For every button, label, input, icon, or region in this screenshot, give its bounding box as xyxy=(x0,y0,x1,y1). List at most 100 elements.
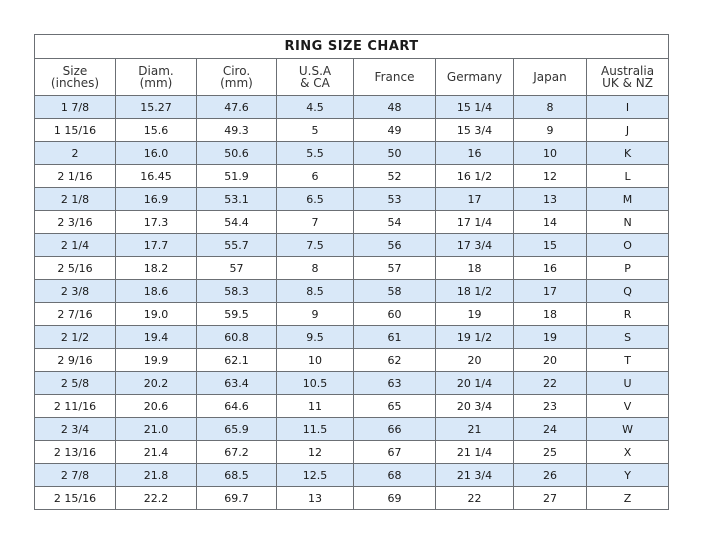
cell-size-inches: 2 7/8 xyxy=(34,463,116,487)
column-header-diameter-mm: Diam. (mm) xyxy=(115,58,197,96)
cell-size-inches: 2 3/16 xyxy=(34,210,116,234)
cell-australia-uk-nz: W xyxy=(585,417,670,441)
cell-australia-uk-nz: N xyxy=(585,210,670,234)
cell-france: 62 xyxy=(353,348,436,372)
cell-germany: 16 1/2 xyxy=(435,164,514,188)
cell-diameter-mm: 19.4 xyxy=(115,325,197,349)
cell-france: 60 xyxy=(353,302,436,326)
cell-australia-uk-nz: Q xyxy=(585,279,670,303)
cell-diameter-mm: 16.9 xyxy=(115,187,197,211)
cell-circumference-mm: 64.6 xyxy=(196,394,277,418)
cell-germany: 17 1/4 xyxy=(435,210,514,234)
cell-australia-uk-nz: O xyxy=(585,233,670,257)
cell-size-inches: 2 5/16 xyxy=(34,256,116,280)
cell-diameter-mm: 21.0 xyxy=(115,417,197,441)
cell-france: 57 xyxy=(353,256,436,280)
cell-usa-ca: 4.5 xyxy=(276,95,354,119)
cell-diameter-mm: 21.8 xyxy=(115,463,197,487)
table-row: 2 15/16 22.2 69.7 13 69 22 27 Z xyxy=(34,486,670,510)
cell-france: 48 xyxy=(353,95,436,119)
column-header-australia-uk-nz: Australia UK & NZ xyxy=(585,58,670,96)
cell-diameter-mm: 15.6 xyxy=(115,118,197,142)
cell-france: 54 xyxy=(353,210,436,234)
cell-japan: 19 xyxy=(513,325,587,349)
cell-usa-ca: 8 xyxy=(276,256,354,280)
cell-usa-ca: 13 xyxy=(276,486,354,510)
cell-circumference-mm: 62.1 xyxy=(196,348,277,372)
cell-france: 68 xyxy=(353,463,436,487)
cell-circumference-mm: 59.5 xyxy=(196,302,277,326)
cell-circumference-mm: 47.6 xyxy=(196,95,277,119)
column-header-line: Ciro. xyxy=(222,64,251,78)
cell-australia-uk-nz: T xyxy=(585,348,670,372)
cell-size-inches: 2 xyxy=(34,141,116,165)
cell-australia-uk-nz: V xyxy=(585,394,670,418)
cell-size-inches: 2 1/2 xyxy=(34,325,116,349)
cell-diameter-mm: 16.0 xyxy=(115,141,197,165)
cell-usa-ca: 8.5 xyxy=(276,279,354,303)
column-header-line: UK & NZ xyxy=(602,76,653,90)
cell-usa-ca: 10 xyxy=(276,348,354,372)
cell-japan: 9 xyxy=(513,118,587,142)
cell-japan: 14 xyxy=(513,210,587,234)
cell-germany: 16 xyxy=(435,141,514,165)
cell-diameter-mm: 18.2 xyxy=(115,256,197,280)
table-row: 2 9/16 19.9 62.1 10 62 20 20 T xyxy=(34,348,670,372)
cell-france: 52 xyxy=(353,164,436,188)
cell-circumference-mm: 54.4 xyxy=(196,210,277,234)
table-row: 2 5/16 18.2 57 8 57 18 16 P xyxy=(34,256,670,280)
cell-size-inches: 2 13/16 xyxy=(34,440,116,464)
table-row: 2 1/2 19.4 60.8 9.5 61 19 1/2 19 S xyxy=(34,325,670,349)
cell-australia-uk-nz: M xyxy=(585,187,670,211)
cell-circumference-mm: 63.4 xyxy=(196,371,277,395)
cell-germany: 21 1/4 xyxy=(435,440,514,464)
header-row: Size (inches) Diam. (mm) Ciro. (mm) U.S.A & CA F… xyxy=(34,58,670,96)
cell-size-inches: 2 9/16 xyxy=(34,348,116,372)
cell-germany: 17 xyxy=(435,187,514,211)
cell-circumference-mm: 68.5 xyxy=(196,463,277,487)
column-header-line: Japan xyxy=(533,70,567,84)
column-header-circumference-mm: Ciro. (mm) xyxy=(196,58,277,96)
column-header-line: Size xyxy=(62,64,88,78)
cell-usa-ca: 6 xyxy=(276,164,354,188)
cell-japan: 13 xyxy=(513,187,587,211)
cell-circumference-mm: 58.3 xyxy=(196,279,277,303)
column-header-line: (mm) xyxy=(139,76,173,90)
cell-australia-uk-nz: S xyxy=(585,325,670,349)
column-header-line: France xyxy=(374,70,415,84)
cell-circumference-mm: 49.3 xyxy=(196,118,277,142)
cell-germany: 20 3/4 xyxy=(435,394,514,418)
cell-japan: 20 xyxy=(513,348,587,372)
cell-france: 69 xyxy=(353,486,436,510)
cell-france: 67 xyxy=(353,440,436,464)
cell-france: 50 xyxy=(353,141,436,165)
cell-germany: 19 1/2 xyxy=(435,325,514,349)
cell-australia-uk-nz: R xyxy=(585,302,670,326)
cell-australia-uk-nz: L xyxy=(585,164,670,188)
cell-france: 63 xyxy=(353,371,436,395)
cell-size-inches: 1 7/8 xyxy=(34,95,116,119)
column-header-japan: Japan xyxy=(513,58,587,96)
cell-japan: 25 xyxy=(513,440,587,464)
cell-japan: 15 xyxy=(513,233,587,257)
cell-australia-uk-nz: X xyxy=(585,440,670,464)
cell-diameter-mm: 16.45 xyxy=(115,164,197,188)
cell-japan: 24 xyxy=(513,417,587,441)
cell-germany: 21 xyxy=(435,417,514,441)
cell-diameter-mm: 19.0 xyxy=(115,302,197,326)
cell-size-inches: 2 1/4 xyxy=(34,233,116,257)
column-header-line: Germany xyxy=(446,70,503,84)
column-header-line: (mm) xyxy=(220,76,253,90)
cell-germany: 18 1/2 xyxy=(435,279,514,303)
table-row: 2 3/4 21.0 65.9 11.5 66 21 24 W xyxy=(34,417,670,441)
cell-japan: 16 xyxy=(513,256,587,280)
cell-usa-ca: 9.5 xyxy=(276,325,354,349)
cell-size-inches: 2 5/8 xyxy=(34,371,116,395)
cell-usa-ca: 6.5 xyxy=(276,187,354,211)
table-row: 2 3/8 18.6 58.3 8.5 58 18 1/2 17 Q xyxy=(34,279,670,303)
column-header-line: (inches) xyxy=(50,76,100,90)
column-header-france: France xyxy=(353,58,436,96)
cell-france: 53 xyxy=(353,187,436,211)
cell-japan: 10 xyxy=(513,141,587,165)
cell-diameter-mm: 18.6 xyxy=(115,279,197,303)
